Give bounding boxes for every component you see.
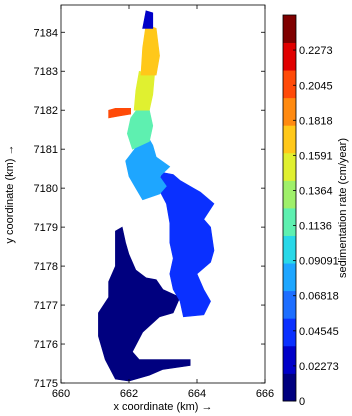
x-tick-label: 666 (256, 388, 274, 400)
y-tick-label: 7176 (34, 339, 58, 351)
colorbar-band (283, 42, 296, 71)
sedimentation-map (98, 10, 215, 382)
colorbar-band (283, 208, 296, 236)
colorbar-frame (282, 14, 297, 402)
colorbar-band (283, 318, 296, 347)
colorbar-tick-label: 0 (299, 396, 305, 408)
x-tick-label: 660 (52, 388, 70, 400)
map-zone-7 (108, 108, 131, 119)
colorbar-band (283, 152, 296, 181)
colorbar-band (283, 125, 296, 154)
colorbar-band (283, 373, 296, 402)
colorbar-tick-label: 0.1818 (299, 115, 333, 127)
map-zone-5 (140, 24, 160, 76)
map-zone-6 (142, 10, 154, 29)
x-axis: 660 662 664 666 (52, 5, 274, 400)
colorbar-tick-label: 0.1591 (299, 150, 333, 162)
y-tick-label: 7175 (34, 378, 58, 390)
colorbar-tick-label: 0.06818 (299, 291, 339, 303)
colorbar-band (283, 70, 296, 99)
x-tick-label: 662 (120, 388, 138, 400)
colorbar-label: sedimentation rate (cm/year) (337, 138, 349, 278)
y-tick-label: 7178 (34, 261, 58, 273)
y-tick-label: 7184 (34, 27, 58, 39)
y-axis: 7175 7176 7177 7178 7179 7180 7181 7182 7183 7184 (34, 27, 265, 390)
colorbar-band (283, 345, 296, 374)
colorbar-tick-label: 0.04545 (299, 326, 339, 338)
colorbar-ticks: 0 0.02273 0.04545 0.06818 0.09091 0.1136 0.136… (293, 45, 339, 408)
colorbar-tick-label: 0.1136 (299, 221, 332, 233)
map-zone-0 (98, 226, 191, 382)
colorbar (283, 15, 296, 402)
colorbar-band (283, 263, 296, 292)
map-zone-1 (155, 172, 215, 318)
colorbar-tick-label: 0.2273 (299, 45, 333, 57)
y-tick-label: 7179 (34, 222, 58, 234)
x-axis-label: x coordinate (km) → (113, 401, 212, 413)
colorbar-tick-label: 0.1364 (299, 185, 333, 197)
y-tick-label: 7177 (34, 300, 58, 312)
y-tick-label: 7181 (34, 144, 58, 156)
map-zone-2 (125, 133, 171, 201)
colorbar-tick-label: 0.09091 (299, 256, 339, 268)
y-tick-label: 7182 (34, 105, 58, 117)
x-tick-label: 664 (188, 388, 206, 400)
y-axis-label: y coordinate (km) → (4, 144, 16, 243)
colorbar-tick-label: 0.2045 (299, 80, 333, 92)
colorbar-tick-label: 0.02273 (299, 361, 339, 373)
colorbar-band (283, 235, 296, 264)
y-tick-label: 7180 (34, 183, 58, 195)
y-tick-label: 7183 (34, 66, 58, 78)
colorbar-band (283, 15, 296, 43)
colorbar-band (283, 290, 296, 319)
colorbar-band (283, 180, 296, 209)
colorbar-band (283, 97, 296, 126)
